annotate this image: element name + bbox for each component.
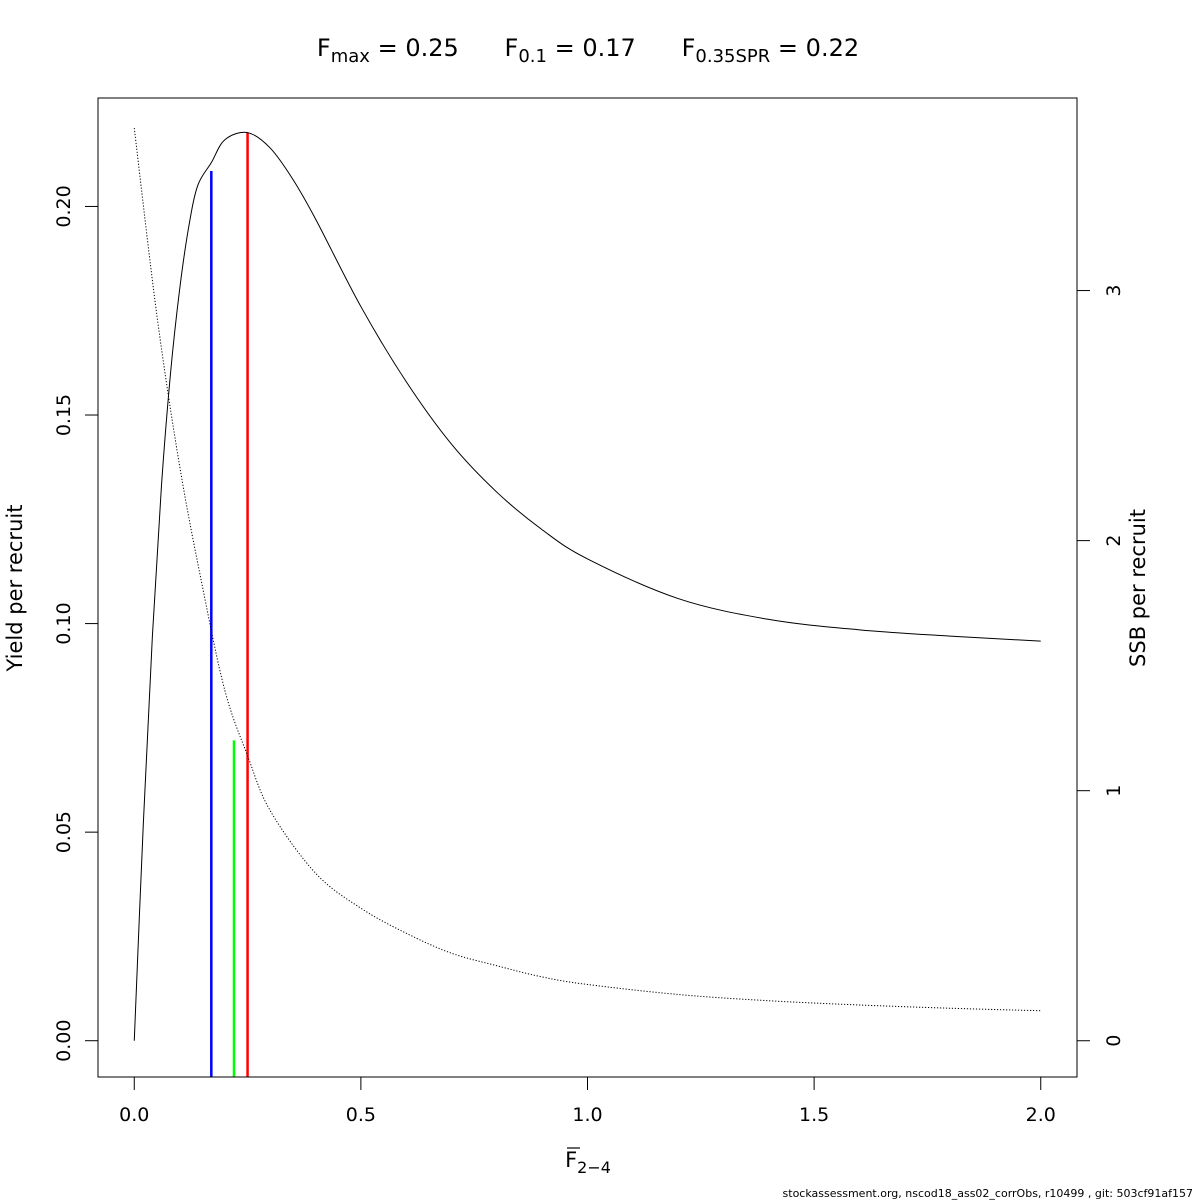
title-fspr-equals: =: [778, 34, 798, 62]
title-fmax-label: F: [317, 34, 331, 62]
x-axis-title-main: F: [565, 1148, 577, 1172]
title-fmax-value: 0.25: [405, 34, 458, 62]
x-tick-label-1: 0.5: [346, 1104, 376, 1126]
y-axis-left: 0.00 0.05 0.10 0.15 0.20: [53, 185, 99, 1062]
y2-axis-title: SSB per recruit: [1126, 509, 1150, 667]
ssb-per-recruit-line: [133, 127, 1041, 1012]
title-fmax-equals: =: [378, 34, 398, 62]
title-f01-sub: 0.1: [518, 46, 547, 67]
title-fmax-sub: max: [331, 46, 371, 67]
y-axis-title: Yield per recruit: [3, 505, 27, 673]
x-tick-label-3: 1.5: [799, 1104, 829, 1126]
title-fspr-sub: 0.35SPR: [695, 46, 770, 67]
y2-tick-label-3: 3: [1103, 285, 1125, 297]
plot-frame: [97, 97, 1078, 1078]
x-axis-title-sub: 2−4: [577, 1158, 611, 1177]
y-tick-label-0: 0.00: [53, 1020, 75, 1062]
x-tick-label-4: 2.0: [1026, 1104, 1056, 1126]
title-f01-value: 0.17: [582, 34, 635, 62]
y-tick-label-4: 0.20: [53, 185, 75, 227]
footer-note: stockassessment.org, nscod18_ass02_corrO…: [783, 1187, 1193, 1200]
y-tick-label-1: 0.05: [53, 811, 75, 853]
title-f01-label: F: [505, 34, 519, 62]
x-axis-title: F2−4: [565, 1148, 611, 1177]
y2-tick-label-1: 1: [1103, 785, 1125, 797]
series-group: [133, 127, 1041, 1041]
x-tick-label-2: 1.0: [572, 1104, 602, 1126]
chart-title: Fmax = 0.25 F0.1 = 0.17 F0.35SPR = 0.22: [317, 34, 859, 67]
reference-lines: [210, 132, 249, 1077]
title-fspr-value: 0.22: [806, 34, 859, 62]
y2-tick-label-2: 2: [1103, 535, 1125, 547]
yield-per-recruit-line: [133, 131, 1041, 1041]
y-tick-label-3: 0.15: [53, 394, 75, 436]
x-tick-label-0: 0.0: [119, 1104, 149, 1126]
y-axis-right: 0 1 2 3: [1076, 285, 1125, 1047]
y2-tick-label-0: 0: [1103, 1035, 1125, 1047]
y-tick-label-2: 0.10: [53, 602, 75, 644]
title-f01-equals: =: [555, 34, 575, 62]
title-fspr-label: F: [682, 34, 696, 62]
x-axis: 0.0 0.5 1.0 1.5 2.0: [119, 1076, 1056, 1126]
